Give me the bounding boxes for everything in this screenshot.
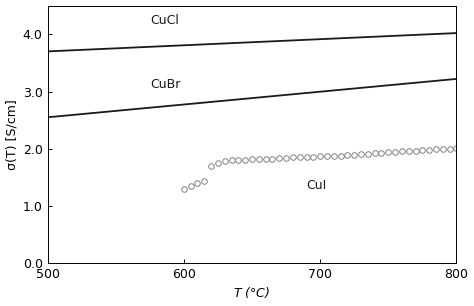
X-axis label: $T$ (°C): $T$ (°C) [234, 285, 271, 300]
Y-axis label: σ(T) [S/cm]: σ(T) [S/cm] [6, 99, 18, 170]
Text: CuBr: CuBr [150, 78, 180, 91]
Text: CuI: CuI [307, 179, 327, 192]
Text: CuCl: CuCl [150, 14, 179, 27]
